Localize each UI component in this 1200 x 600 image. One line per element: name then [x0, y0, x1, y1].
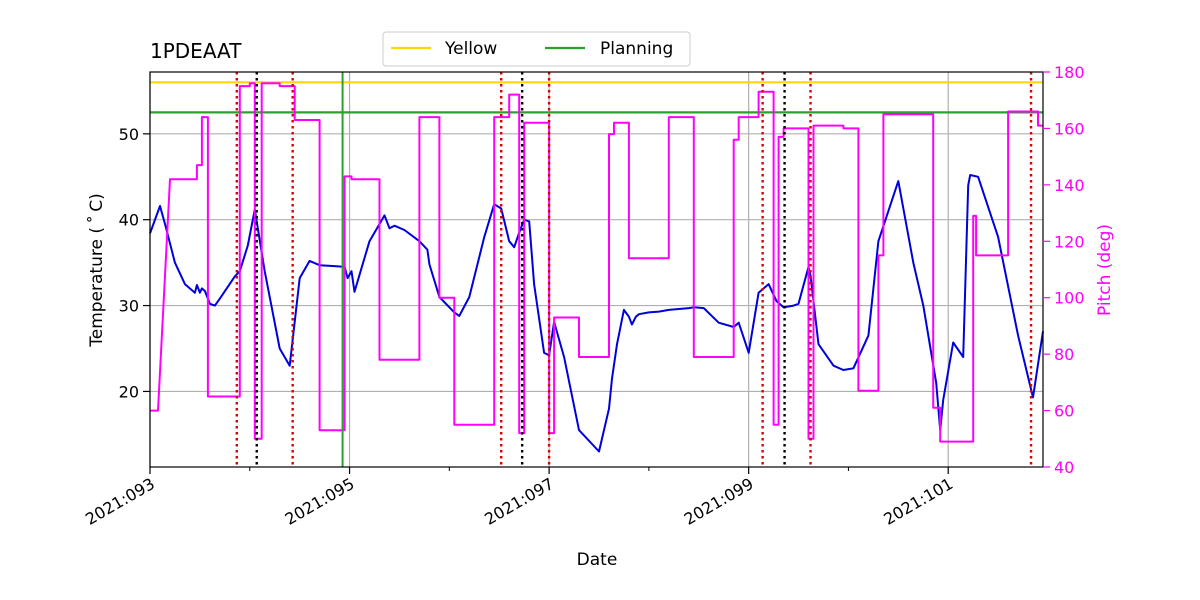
vertical-markers — [235, 72, 1033, 467]
y2-axis-label: Pitch (deg) — [1095, 224, 1115, 316]
legend: Yellow Planning — [382, 31, 691, 67]
y-tick-label: 50 — [119, 125, 139, 144]
y2-tick-label: 80 — [1054, 345, 1074, 364]
limit-lines — [150, 81, 1043, 114]
y2-tick-label: 140 — [1054, 176, 1085, 195]
y2-tick-label: 100 — [1054, 289, 1085, 308]
y2-tick-label: 40 — [1054, 458, 1074, 477]
y-tick-label: 30 — [119, 297, 139, 316]
y-axis-label: Temperature ( ˚ C) — [86, 193, 107, 348]
chart-title: 1PDEAAT — [150, 39, 242, 63]
legend-box — [382, 31, 691, 67]
y-tick-label: 40 — [119, 211, 139, 230]
series-line-pitch — [150, 82, 1043, 443]
legend-label-planning: Planning — [600, 39, 673, 59]
y2-tick-label: 120 — [1054, 232, 1085, 251]
y2-tick-label: 180 — [1054, 63, 1085, 82]
legend-label-yellow: Yellow — [444, 39, 497, 59]
x-axis-label: Date — [577, 550, 618, 570]
y2-tick-label: 60 — [1054, 402, 1074, 421]
y2-tick-label: 160 — [1054, 119, 1085, 138]
series — [149, 82, 1044, 453]
y-tick-label: 20 — [119, 382, 139, 401]
plot-frame — [149, 71, 1044, 468]
